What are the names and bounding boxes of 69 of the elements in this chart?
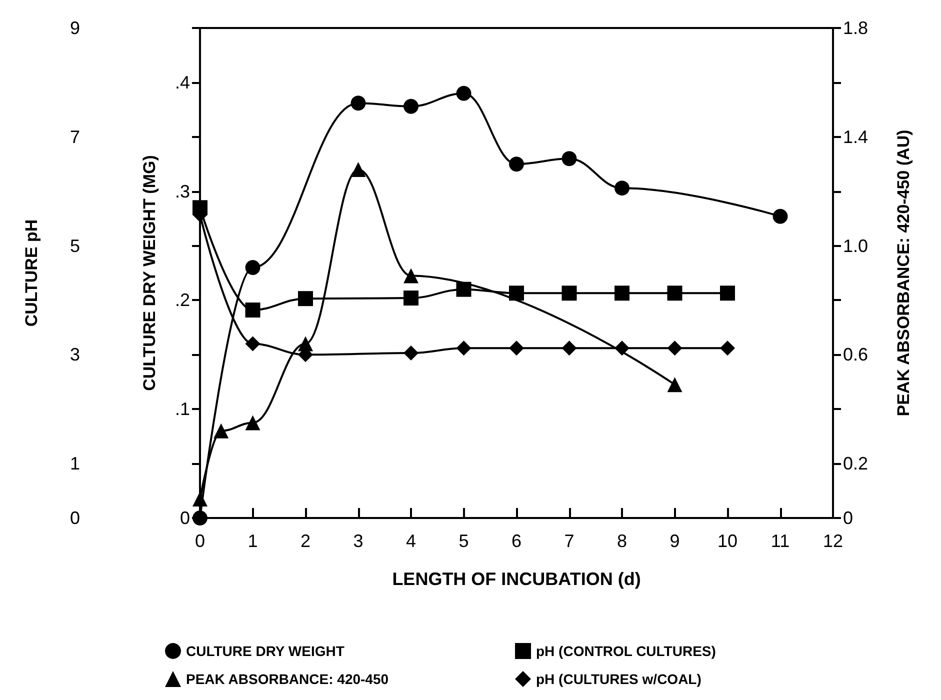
y-tick-label: 5 xyxy=(70,236,80,256)
y3-tick-label: 1.0 xyxy=(843,236,868,256)
x-tick-label: 3 xyxy=(353,531,364,551)
point xyxy=(562,151,577,166)
point xyxy=(404,346,418,361)
x-tick-label: 2 xyxy=(300,531,311,551)
point xyxy=(350,96,366,111)
y2-tick-label: .3 xyxy=(174,181,190,202)
y-tick-label: 3 xyxy=(70,344,80,365)
y-axis-title: CULTURE pH xyxy=(22,219,41,327)
x-tick-label: 1 xyxy=(248,531,258,551)
point xyxy=(509,340,524,356)
point xyxy=(298,291,313,306)
point xyxy=(720,286,735,301)
point xyxy=(667,286,682,301)
y2-tick-label: .2 xyxy=(174,290,190,310)
point xyxy=(614,340,630,356)
point xyxy=(404,268,418,284)
legend-label: PEAK ABSORBANCE: 420-450 xyxy=(186,671,389,687)
y2-tick-label: 0 xyxy=(180,508,190,528)
point xyxy=(614,286,630,301)
point xyxy=(772,208,788,224)
y-tick-label: 0 xyxy=(70,508,80,528)
legend-label: pH (CULTURES w/COAL) xyxy=(536,671,702,687)
point xyxy=(404,290,418,306)
x-tick-label: 10 xyxy=(717,531,738,551)
point xyxy=(562,340,577,356)
y-tick-label: 1 xyxy=(70,454,80,474)
y3-tick-label: 0.2 xyxy=(843,454,868,474)
point xyxy=(245,260,260,276)
point xyxy=(720,340,735,356)
x-axis-title: LENGTH OF INCUBATION (d) xyxy=(392,569,641,589)
y-tick-label: 9 xyxy=(70,18,80,38)
x-tick-label: 11 xyxy=(770,531,790,551)
y2-tick-label: .4 xyxy=(174,72,190,92)
point xyxy=(509,286,524,301)
x-tick-label: 12 xyxy=(822,531,844,551)
x-tick-label: 4 xyxy=(406,531,416,551)
point xyxy=(456,340,472,356)
point xyxy=(562,286,577,301)
point xyxy=(245,302,260,318)
point xyxy=(192,510,208,526)
point xyxy=(350,162,366,178)
y3-tick-label: 1.8 xyxy=(843,18,868,38)
point xyxy=(614,180,630,196)
x-tick-label: 8 xyxy=(616,531,628,551)
y3-tick-label: 1.4 xyxy=(843,126,868,147)
point xyxy=(456,282,472,297)
point xyxy=(509,156,524,172)
y2-tick-label: .1 xyxy=(174,399,190,420)
x-tick-label: 9 xyxy=(670,531,680,551)
y3-tick-label: 0.6 xyxy=(843,344,868,365)
y3-axis-title: PEAK ABSORBANCE: 420-450 (AU) xyxy=(894,130,913,416)
y2-axis-title: CULTURE DRY WEIGHT (MG) xyxy=(140,155,159,391)
x-tick-label: 6 xyxy=(511,531,522,551)
y-tick-label: 7 xyxy=(70,126,80,147)
point xyxy=(214,423,229,438)
y3-tick-label: 0 xyxy=(843,508,854,528)
point xyxy=(667,340,682,356)
x-tick-label: 0 xyxy=(194,531,206,551)
point xyxy=(245,415,260,430)
legend-label: CULTURE DRY WEIGHT xyxy=(186,643,345,659)
x-tick-label: 5 xyxy=(458,531,469,551)
point xyxy=(456,86,472,101)
point xyxy=(667,377,682,392)
x-tick-label: 7 xyxy=(564,531,574,551)
point xyxy=(404,98,418,114)
legend-label: pH (CONTROL CULTURES) xyxy=(536,643,716,659)
point xyxy=(245,336,260,352)
